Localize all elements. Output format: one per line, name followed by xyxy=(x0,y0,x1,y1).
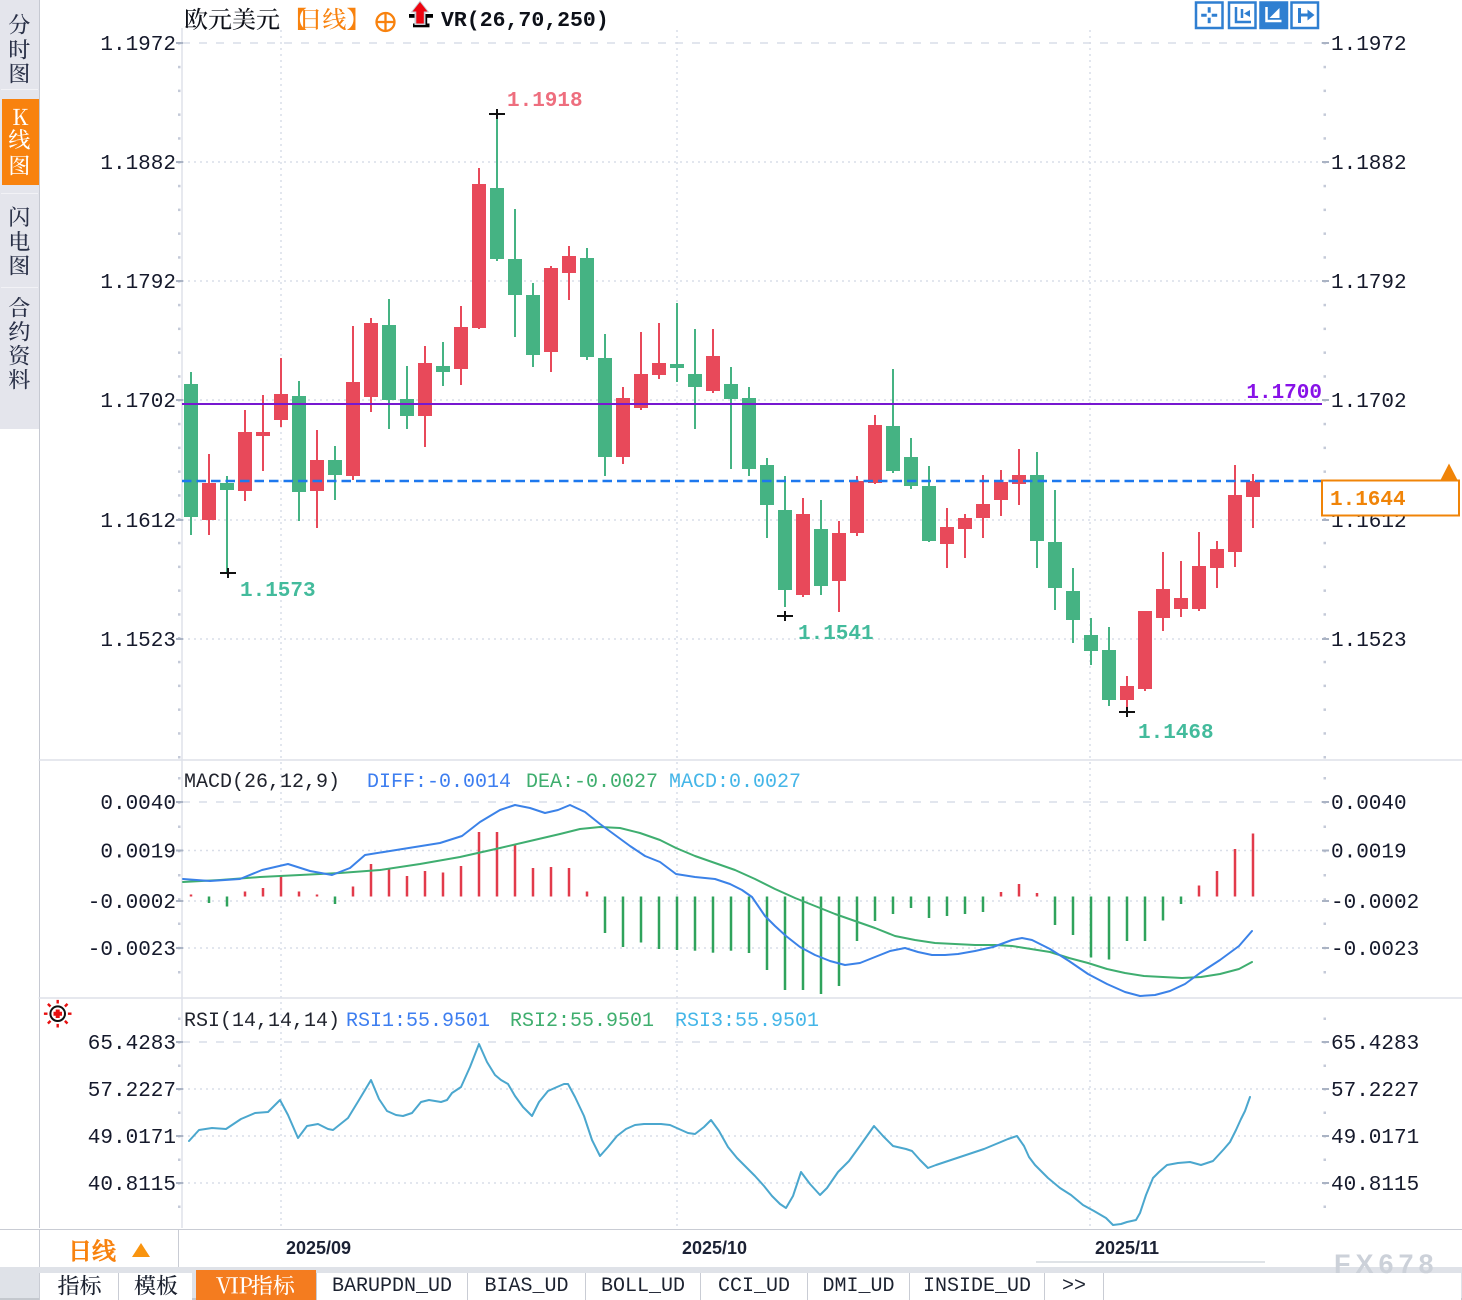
svg-text:1.1523: 1.1523 xyxy=(100,630,176,653)
svg-text:DEA:-0.0027: DEA:-0.0027 xyxy=(526,771,658,794)
svg-text:MACD:0.0027: MACD:0.0027 xyxy=(669,771,801,794)
svg-text:-0.0023: -0.0023 xyxy=(88,939,176,962)
svg-text:1.1573: 1.1573 xyxy=(240,580,316,603)
svg-text:1.1882: 1.1882 xyxy=(1331,153,1407,176)
svg-text:1.1972: 1.1972 xyxy=(100,34,176,57)
svg-text:0.0019: 0.0019 xyxy=(1331,842,1407,865)
svg-text:0.0019: 0.0019 xyxy=(100,842,176,865)
svg-text:1.1702: 1.1702 xyxy=(100,391,176,414)
svg-text:RSI2:55.9501: RSI2:55.9501 xyxy=(510,1010,654,1033)
svg-text:RSI3:55.9501: RSI3:55.9501 xyxy=(675,1010,819,1033)
svg-text:1.1700: 1.1700 xyxy=(1246,382,1322,405)
svg-text:RSI1:55.9501: RSI1:55.9501 xyxy=(346,1010,490,1033)
svg-text:DIFF:-0.0014: DIFF:-0.0014 xyxy=(367,771,511,794)
svg-text:1.1644: 1.1644 xyxy=(1330,489,1406,512)
svg-text:1.1468: 1.1468 xyxy=(1138,722,1214,745)
svg-text:1.1972: 1.1972 xyxy=(1331,34,1407,57)
svg-text:VR(26,70,250): VR(26,70,250) xyxy=(441,9,609,33)
svg-text:1.1918: 1.1918 xyxy=(507,90,583,113)
svg-text:0.0040: 0.0040 xyxy=(100,793,176,816)
svg-text:1.1792: 1.1792 xyxy=(100,272,176,295)
svg-text:-0.0002: -0.0002 xyxy=(1331,892,1419,915)
svg-text:1.1612: 1.1612 xyxy=(100,511,176,534)
svg-text:RSI(14,14,14): RSI(14,14,14) xyxy=(184,1010,340,1033)
svg-text:49.0171: 49.0171 xyxy=(1331,1127,1419,1150)
svg-text:1.1792: 1.1792 xyxy=(1331,272,1407,295)
svg-text:57.2227: 57.2227 xyxy=(1331,1080,1419,1103)
svg-text:MACD(26,12,9): MACD(26,12,9) xyxy=(184,771,340,794)
svg-text:1.1882: 1.1882 xyxy=(100,153,176,176)
svg-text:-0.0002: -0.0002 xyxy=(88,892,176,915)
svg-text:65.4283: 65.4283 xyxy=(88,1033,176,1056)
svg-text:-0.0023: -0.0023 xyxy=(1331,939,1419,962)
svg-text:1.1541: 1.1541 xyxy=(798,623,874,646)
svg-text:49.0171: 49.0171 xyxy=(88,1127,176,1150)
svg-text:1.1523: 1.1523 xyxy=(1331,630,1407,653)
svg-text:1.1702: 1.1702 xyxy=(1331,391,1407,414)
svg-text:1.1612: 1.1612 xyxy=(1331,511,1407,534)
svg-text:65.4283: 65.4283 xyxy=(1331,1033,1419,1056)
svg-text:57.2227: 57.2227 xyxy=(88,1080,176,1103)
svg-text:40.8115: 40.8115 xyxy=(88,1174,176,1197)
svg-text:40.8115: 40.8115 xyxy=(1331,1174,1419,1197)
svg-text:0.0040: 0.0040 xyxy=(1331,793,1407,816)
